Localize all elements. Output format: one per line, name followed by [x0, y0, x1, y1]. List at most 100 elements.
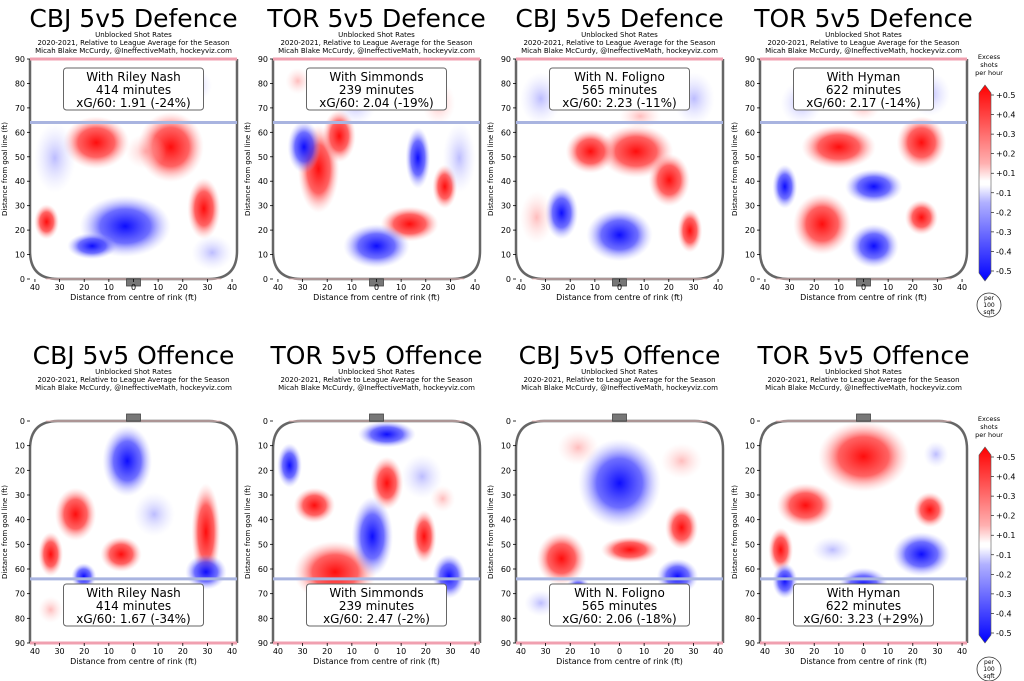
x-axis-label: Distance from centre of rink (ft) — [556, 293, 683, 302]
heat-blob — [544, 186, 579, 240]
chart-subtitle: Micah Blake McCurdy, @IneffectiveMath, h… — [521, 47, 718, 55]
x-tick-label: 20 — [565, 283, 575, 292]
heat-blob — [285, 67, 311, 95]
x-tick-label: 20 — [809, 283, 819, 292]
y-tick-label: 50 — [501, 540, 511, 549]
legend-label: -0.1 — [996, 189, 1012, 198]
legend-unit: 100 — [983, 666, 995, 673]
legend-label: +0.5 — [996, 91, 1015, 100]
y-tick-label: 90 — [501, 639, 511, 648]
heat-blob — [811, 536, 854, 564]
x-tick-label: 30 — [445, 647, 455, 656]
y-tick-label: 60 — [501, 565, 511, 574]
x-tick-label: 10 — [396, 283, 406, 292]
chart-title: TOR 5v5 Defence — [266, 4, 486, 33]
stats-box-line: With Riley Nash — [86, 586, 181, 600]
legend-unit: sqft — [983, 309, 995, 316]
x-tick-label: 10 — [590, 283, 600, 292]
y-tick-label: 30 — [258, 491, 268, 500]
x-tick-label: 20 — [421, 283, 431, 292]
x-axis-label: Distance from centre of rink (ft) — [556, 657, 683, 666]
heat-blob — [63, 116, 130, 169]
chart-subtitle: Unblocked Shot Rates — [95, 368, 172, 376]
x-tick-label: 20 — [178, 647, 188, 656]
y-axis-label: Distance from goal line (ft) — [244, 122, 252, 216]
x-tick-label: 30 — [54, 283, 64, 292]
legend-unit: per — [984, 659, 995, 666]
legend-label: -0.3 — [996, 590, 1012, 599]
heat-blob — [665, 505, 699, 550]
chart-title: CBJ 5v5 Offence — [519, 341, 721, 370]
heat-blob — [185, 554, 227, 590]
x-tick-label: 20 — [565, 647, 575, 656]
chart-subtitle: Micah Blake McCurdy, @IneffectiveMath, h… — [278, 47, 475, 55]
y-tick-label: 50 — [258, 153, 268, 162]
x-tick-label: 10 — [153, 647, 163, 656]
stats-box-frame — [549, 583, 690, 627]
y-axis-label: Distance from goal line (ft) — [487, 122, 495, 216]
heat-layer — [38, 425, 227, 624]
chart-subtitle: Unblocked Shot Rates — [825, 368, 902, 376]
legend-unit: sqft — [983, 673, 995, 680]
stats-box-line: With Simmonds — [329, 70, 423, 84]
legend-title: Excess — [978, 415, 1001, 423]
x-tick-label: 10 — [883, 647, 893, 656]
heat-blob — [411, 509, 437, 564]
stats-box-line: 239 minutes — [339, 599, 414, 613]
x-tick-label: 0 — [617, 647, 622, 656]
heat-blob — [772, 164, 798, 209]
legend-label: +0.2 — [996, 150, 1015, 159]
x-axis-label: Distance from centre of rink (ft) — [800, 657, 927, 666]
y-tick-label: 70 — [15, 104, 25, 113]
heat-blob — [357, 421, 416, 448]
x-tick-label: 40 — [30, 283, 40, 292]
y-tick-label: 70 — [15, 590, 25, 599]
legend-title: shots — [980, 423, 998, 431]
legend-label: +0.5 — [996, 453, 1015, 462]
y-tick-label: 70 — [745, 104, 755, 113]
y-tick-label: 50 — [745, 153, 755, 162]
x-tick-label: 0 — [131, 647, 136, 656]
x-tick-label: 10 — [834, 283, 844, 292]
stats-box-line: 414 minutes — [96, 599, 171, 613]
y-tick-label: 30 — [745, 491, 755, 500]
y-axis-label: Distance from goal line (ft) — [1, 122, 9, 216]
stats-box-frame — [306, 583, 447, 627]
stats-box-frame — [793, 583, 934, 627]
x-tick-label: 10 — [104, 647, 114, 656]
x-tick-label: 0 — [131, 283, 136, 292]
x-tick-label: 20 — [322, 647, 332, 656]
x-axis-label: Distance from centre of rink (ft) — [800, 293, 927, 302]
y-axis-label: Distance from goal line (ft) — [244, 485, 252, 579]
x-tick-label: 30 — [54, 647, 64, 656]
y-tick-label: 60 — [745, 128, 755, 137]
heat-blob — [904, 199, 939, 235]
y-tick-label: 10 — [258, 442, 268, 451]
chart-subtitle: Unblocked Shot Rates — [581, 31, 658, 39]
chart-subtitle: Micah Blake McCurdy, @IneffectiveMath, h… — [35, 384, 232, 392]
legend-label: -0.1 — [996, 551, 1012, 560]
y-tick-label: 70 — [258, 590, 268, 599]
legend-label: -0.4 — [996, 609, 1012, 618]
x-tick-label: 40 — [227, 283, 237, 292]
y-tick-label: 80 — [501, 614, 511, 623]
x-tick-label: 10 — [639, 283, 649, 292]
chart-title: TOR 5v5 Offence — [269, 341, 482, 370]
x-tick-label: 10 — [590, 647, 600, 656]
chart-title: CBJ 5v5 Defence — [515, 4, 723, 33]
heat-blob — [370, 456, 404, 510]
chart-subtitle: 2020-2021, Relative to League Average fo… — [767, 376, 959, 384]
y-tick-label: 60 — [258, 128, 268, 137]
y-tick-label: 30 — [258, 202, 268, 211]
y-tick-label: 60 — [258, 565, 268, 574]
legend-title: shots — [980, 61, 998, 69]
chart-title: TOR 5v5 Defence — [753, 4, 973, 33]
x-tick-label: 30 — [784, 283, 794, 292]
x-tick-label: 40 — [227, 647, 237, 656]
